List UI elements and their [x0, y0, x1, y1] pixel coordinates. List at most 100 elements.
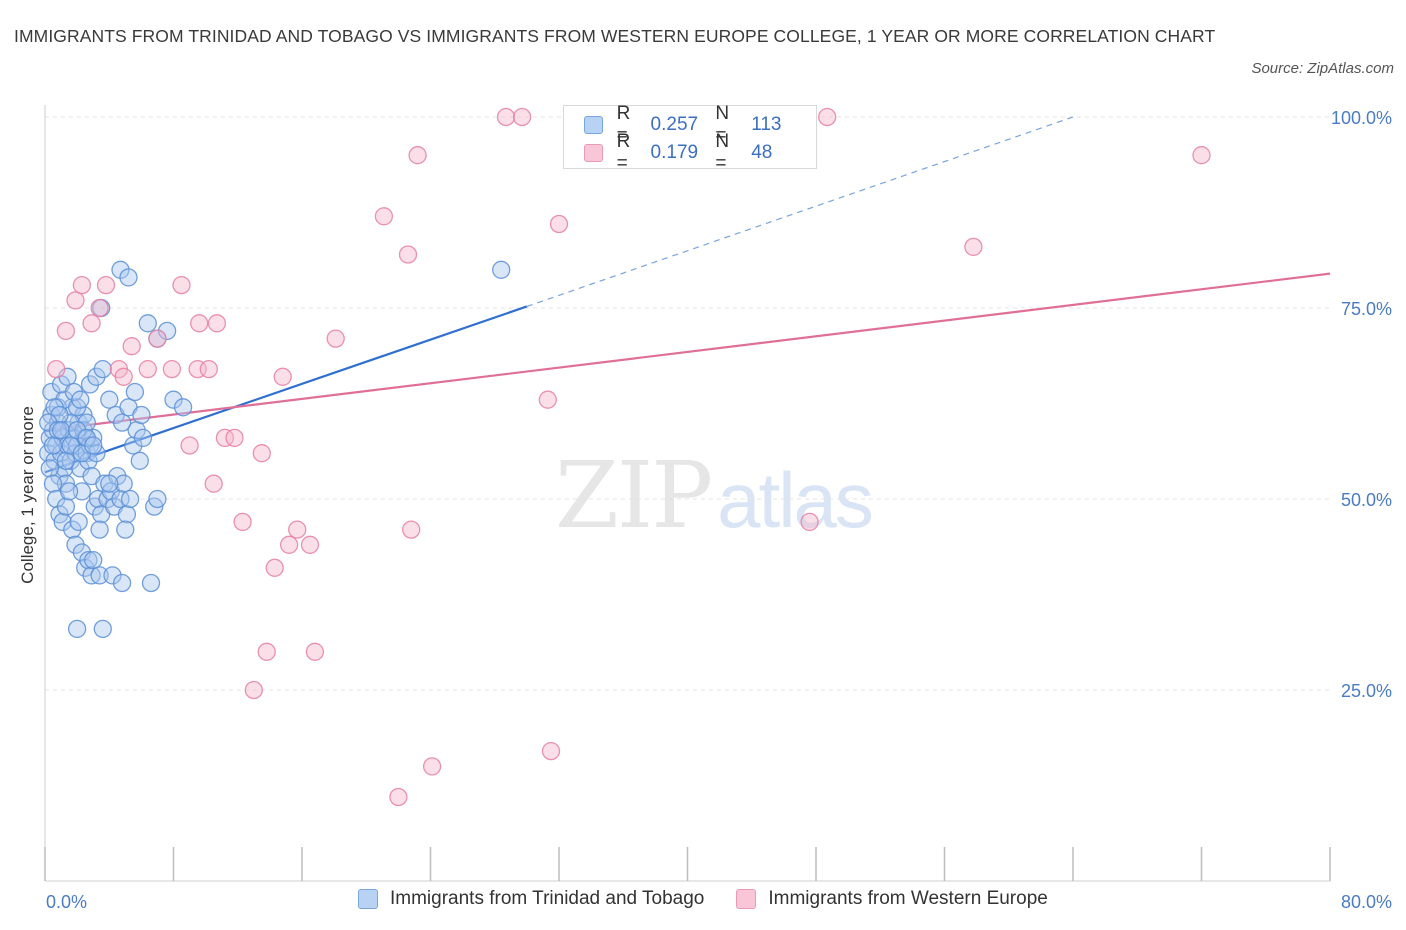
- point-western-europe: [252, 444, 271, 463]
- point-western-europe: [199, 359, 218, 379]
- point-trinidad: [84, 428, 103, 448]
- chart-title: IMMIGRANTS FROM TRINIDAD AND TOBAGO VS I…: [14, 26, 1216, 46]
- point-western-europe: [964, 237, 983, 257]
- point-western-europe: [162, 359, 182, 379]
- point-trinidad: [132, 405, 151, 425]
- point-trinidad: [112, 573, 132, 593]
- point-western-europe: [244, 680, 263, 700]
- stats-legend: R = 0.257 N = 113 R = 0.179 N = 48: [563, 103, 817, 174]
- trend-line-trinidad-extension: [526, 116, 1074, 308]
- point-western-europe: [66, 291, 85, 310]
- watermark: ZIPatlas: [555, 442, 874, 549]
- legend-item-western-europe: Immigrants from Western Europe: [736, 888, 1048, 910]
- x-tick-label: 80.0%: [1341, 892, 1392, 912]
- tick-labels: 25.0% 50.0% 75.0% 100.0% 0.0% 80.0%: [46, 108, 1392, 912]
- point-trinidad: [125, 382, 145, 402]
- point-western-europe: [541, 741, 561, 761]
- point-western-europe: [56, 321, 76, 341]
- point-trinidad: [133, 428, 153, 448]
- point-western-europe: [288, 520, 307, 539]
- point-western-europe: [225, 428, 244, 448]
- y-tick-label: 50.0%: [1341, 490, 1392, 510]
- point-trinidad: [116, 520, 135, 539]
- n-label: N =: [715, 131, 730, 174]
- r-label: R =: [616, 131, 631, 174]
- point-trinidad: [40, 459, 59, 478]
- legend-label: Immigrants from Western Europe: [768, 888, 1048, 909]
- point-trinidad: [112, 413, 132, 432]
- point-western-europe: [215, 428, 235, 448]
- point-trinidad: [93, 619, 112, 639]
- point-western-europe: [279, 535, 299, 554]
- y-tick-label: 75.0%: [1341, 299, 1392, 319]
- point-trinidad: [72, 482, 92, 501]
- point-trinidad: [138, 314, 157, 333]
- point-western-europe: [96, 275, 116, 295]
- r-label: R =: [616, 103, 631, 146]
- point-trinidad: [120, 489, 140, 509]
- point-trinidad: [77, 413, 96, 432]
- point-trinidad: [67, 421, 87, 440]
- point-trinidad: [56, 497, 76, 516]
- point-western-europe: [398, 245, 418, 264]
- point-western-europe: [47, 359, 66, 379]
- point-trinidad: [84, 550, 103, 570]
- y-tick-label: 100.0%: [1331, 108, 1392, 128]
- series-legend: Immigrants from Trinidad and Tobago Immi…: [358, 888, 1080, 910]
- series-swatch-pink: [584, 144, 603, 162]
- point-trinidad: [51, 421, 71, 440]
- point-western-europe: [233, 512, 252, 532]
- series-swatch-blue: [584, 116, 603, 134]
- r-value: 0.179: [650, 142, 699, 163]
- point-trinidad: [164, 390, 183, 409]
- point-trinidad: [59, 482, 79, 501]
- watermark-atlas: atlas: [717, 456, 874, 544]
- point-trinidad: [43, 474, 63, 493]
- point-western-europe: [72, 275, 92, 295]
- point-western-europe: [122, 337, 141, 356]
- point-western-europe: [273, 367, 292, 386]
- point-western-europe: [818, 107, 837, 127]
- point-western-europe: [300, 535, 320, 554]
- point-western-europe: [389, 787, 408, 807]
- point-western-europe: [496, 107, 516, 127]
- point-trinidad: [103, 566, 122, 585]
- point-trinidad: [100, 474, 119, 493]
- point-western-europe: [190, 314, 209, 333]
- point-western-europe: [172, 275, 191, 295]
- point-trinidad: [119, 268, 138, 287]
- point-trinidad: [124, 436, 143, 455]
- point-western-europe: [207, 314, 227, 333]
- axes: [44, 105, 1331, 882]
- point-trinidad: [130, 451, 149, 470]
- source-note: Source: ZipAtlas.com: [1251, 60, 1394, 77]
- point-western-europe: [90, 298, 109, 318]
- point-western-europe: [326, 329, 345, 348]
- legend-swatch-pink: [736, 889, 757, 909]
- data-points: [39, 107, 1211, 807]
- n-value: 48: [751, 142, 773, 163]
- point-western-europe: [800, 512, 819, 532]
- point-trinidad: [43, 436, 63, 455]
- point-trinidad: [90, 566, 109, 585]
- grid-lines: [45, 116, 1330, 691]
- point-western-europe: [305, 642, 325, 661]
- point-trinidad: [71, 390, 90, 409]
- point-trinidad: [117, 505, 137, 524]
- n-label: N =: [715, 103, 730, 146]
- legend-item-trinidad: Immigrants from Trinidad and Tobago: [358, 888, 704, 910]
- point-western-europe: [138, 359, 157, 379]
- point-trinidad: [79, 550, 98, 570]
- watermark-zip: ZIP: [555, 442, 713, 549]
- point-trinidad: [111, 489, 130, 509]
- point-western-europe: [512, 107, 532, 127]
- legend-label: Immigrants from Trinidad and Tobago: [390, 888, 705, 909]
- point-trinidad: [69, 512, 88, 532]
- point-western-europe: [265, 558, 284, 577]
- point-western-europe: [204, 474, 223, 493]
- stats-row-trinidad: R = 0.257 N = 113: [584, 103, 816, 146]
- point-western-europe: [1192, 146, 1211, 165]
- point-western-europe: [549, 214, 569, 234]
- stats-row-western-europe: R = 0.179 N = 48: [584, 131, 816, 174]
- point-western-europe: [422, 757, 442, 776]
